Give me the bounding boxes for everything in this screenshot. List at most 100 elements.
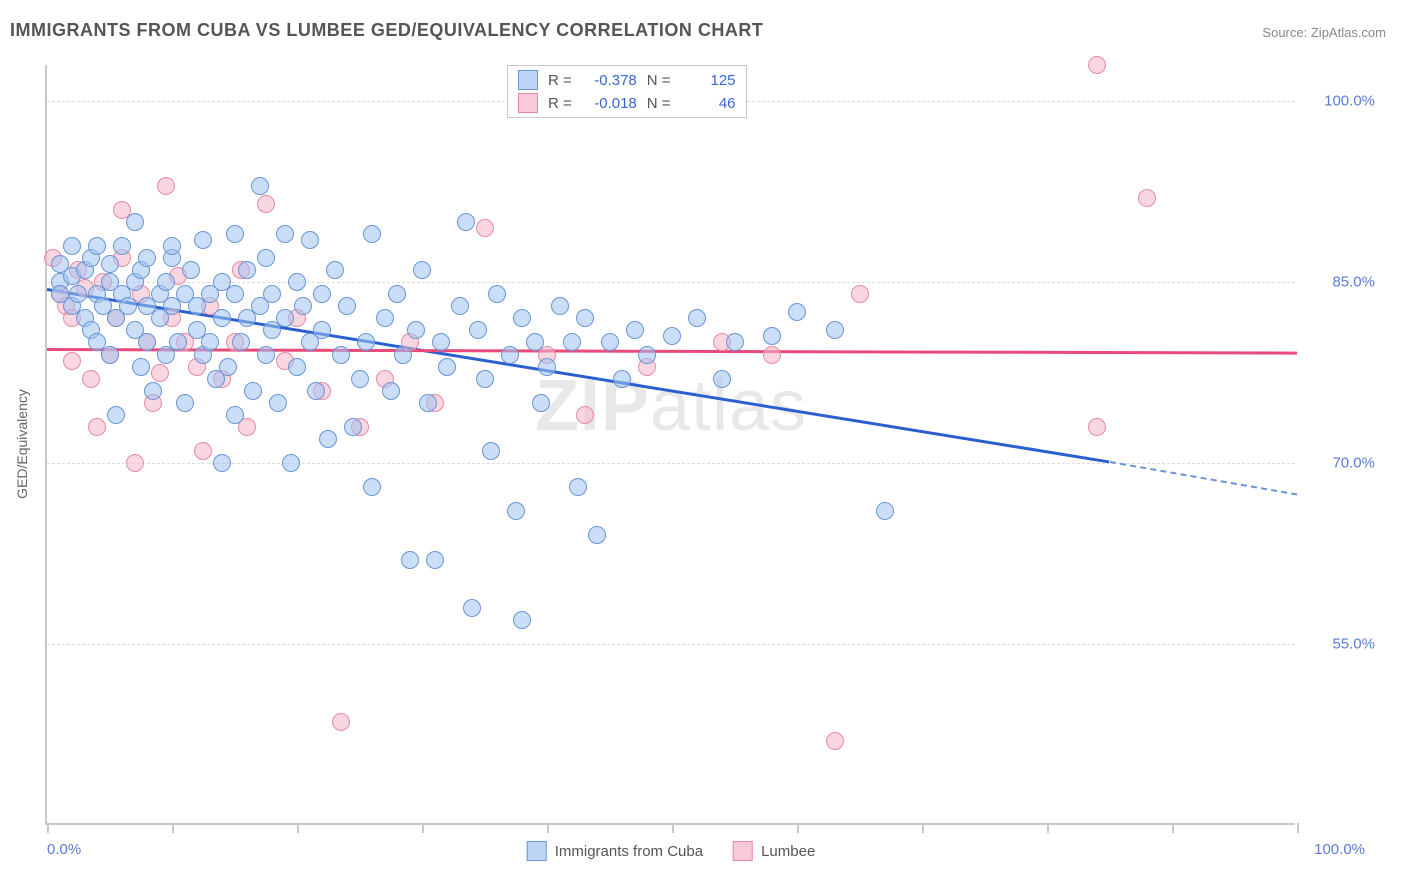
r-value-2: -0.018 xyxy=(582,95,637,112)
data-point-s1 xyxy=(332,346,350,364)
data-point-s1 xyxy=(788,303,806,321)
x-tick xyxy=(422,823,424,833)
data-point-s1 xyxy=(388,285,406,303)
data-point-s1 xyxy=(613,370,631,388)
data-point-s2 xyxy=(1088,56,1106,74)
legend-swatch-s2-icon xyxy=(733,841,753,861)
data-point-s1 xyxy=(363,478,381,496)
data-point-s1 xyxy=(513,611,531,629)
data-point-s1 xyxy=(432,333,450,351)
data-point-s1 xyxy=(232,333,250,351)
x-tick xyxy=(1297,823,1299,833)
data-point-s1 xyxy=(476,370,494,388)
data-point-s1 xyxy=(276,225,294,243)
data-point-s1 xyxy=(294,297,312,315)
data-point-s1 xyxy=(69,285,87,303)
data-point-s2 xyxy=(1088,418,1106,436)
data-point-s2 xyxy=(63,352,81,370)
data-point-s1 xyxy=(338,297,356,315)
data-point-s1 xyxy=(226,285,244,303)
legend-item-s2: Lumbee xyxy=(733,841,815,861)
data-point-s1 xyxy=(319,430,337,448)
data-point-s1 xyxy=(457,213,475,231)
data-point-s1 xyxy=(101,255,119,273)
data-point-s1 xyxy=(626,321,644,339)
data-point-s1 xyxy=(451,297,469,315)
data-point-s1 xyxy=(88,237,106,255)
data-point-s1 xyxy=(138,249,156,267)
data-point-s1 xyxy=(226,406,244,424)
data-point-s2 xyxy=(826,732,844,750)
data-point-s1 xyxy=(169,333,187,351)
data-point-s1 xyxy=(263,285,281,303)
data-point-s1 xyxy=(176,394,194,412)
n-value-1: 125 xyxy=(681,72,736,89)
data-point-s1 xyxy=(394,346,412,364)
data-point-s1 xyxy=(201,333,219,351)
data-point-s1 xyxy=(213,309,231,327)
data-point-s1 xyxy=(119,297,137,315)
data-point-s1 xyxy=(301,231,319,249)
data-point-s1 xyxy=(182,261,200,279)
data-point-s1 xyxy=(244,382,262,400)
data-point-s2 xyxy=(157,177,175,195)
x-tick xyxy=(172,823,174,833)
data-point-s1 xyxy=(563,333,581,351)
data-point-s1 xyxy=(107,406,125,424)
legend-swatch-s1-icon xyxy=(527,841,547,861)
x-axis-max-label: 100.0% xyxy=(1314,841,1365,858)
stats-legend-box: R = -0.378 N = 125 R = -0.018 N = 46 xyxy=(507,65,747,118)
data-point-s2 xyxy=(476,219,494,237)
data-point-s1 xyxy=(138,333,156,351)
x-tick xyxy=(922,823,924,833)
data-point-s1 xyxy=(276,309,294,327)
data-point-s1 xyxy=(513,309,531,327)
data-point-s1 xyxy=(269,394,287,412)
data-point-s1 xyxy=(213,454,231,472)
data-point-s1 xyxy=(163,237,181,255)
data-point-s1 xyxy=(551,297,569,315)
data-point-s1 xyxy=(282,454,300,472)
x-tick xyxy=(672,823,674,833)
data-point-s1 xyxy=(126,213,144,231)
swatch-s1-icon xyxy=(518,70,538,90)
data-point-s1 xyxy=(288,273,306,291)
data-point-s1 xyxy=(601,333,619,351)
data-point-s1 xyxy=(401,551,419,569)
data-point-s1 xyxy=(288,358,306,376)
x-tick xyxy=(547,823,549,833)
data-point-s1 xyxy=(526,333,544,351)
data-point-s1 xyxy=(251,177,269,195)
data-point-s1 xyxy=(638,346,656,364)
data-point-s1 xyxy=(63,237,81,255)
data-point-s1 xyxy=(488,285,506,303)
data-point-s1 xyxy=(144,382,162,400)
data-point-s1 xyxy=(257,346,275,364)
n-label-2: N = xyxy=(647,95,671,112)
chart-container: IMMIGRANTS FROM CUBA VS LUMBEE GED/EQUIV… xyxy=(0,0,1406,892)
n-label-1: N = xyxy=(647,72,671,89)
legend-label-s2: Lumbee xyxy=(761,843,815,860)
x-tick xyxy=(297,823,299,833)
swatch-s2-icon xyxy=(518,93,538,113)
gridline xyxy=(47,644,1295,645)
data-point-s1 xyxy=(413,261,431,279)
x-axis-min-label: 0.0% xyxy=(47,841,81,858)
data-point-s1 xyxy=(576,309,594,327)
data-point-s1 xyxy=(376,309,394,327)
stats-row-1: R = -0.378 N = 125 xyxy=(518,70,736,90)
chart-title: IMMIGRANTS FROM CUBA VS LUMBEE GED/EQUIV… xyxy=(10,20,763,41)
stats-row-2: R = -0.018 N = 46 xyxy=(518,93,736,113)
n-value-2: 46 xyxy=(681,95,736,112)
data-point-s2 xyxy=(257,195,275,213)
r-value-1: -0.378 xyxy=(582,72,637,89)
gridline xyxy=(47,282,1295,283)
data-point-s1 xyxy=(826,321,844,339)
y-tick-label: 70.0% xyxy=(1305,455,1375,472)
x-tick xyxy=(47,823,49,833)
data-point-s1 xyxy=(101,346,119,364)
data-point-s1 xyxy=(382,382,400,400)
data-point-s1 xyxy=(357,333,375,351)
data-point-s1 xyxy=(688,309,706,327)
data-point-s1 xyxy=(726,333,744,351)
